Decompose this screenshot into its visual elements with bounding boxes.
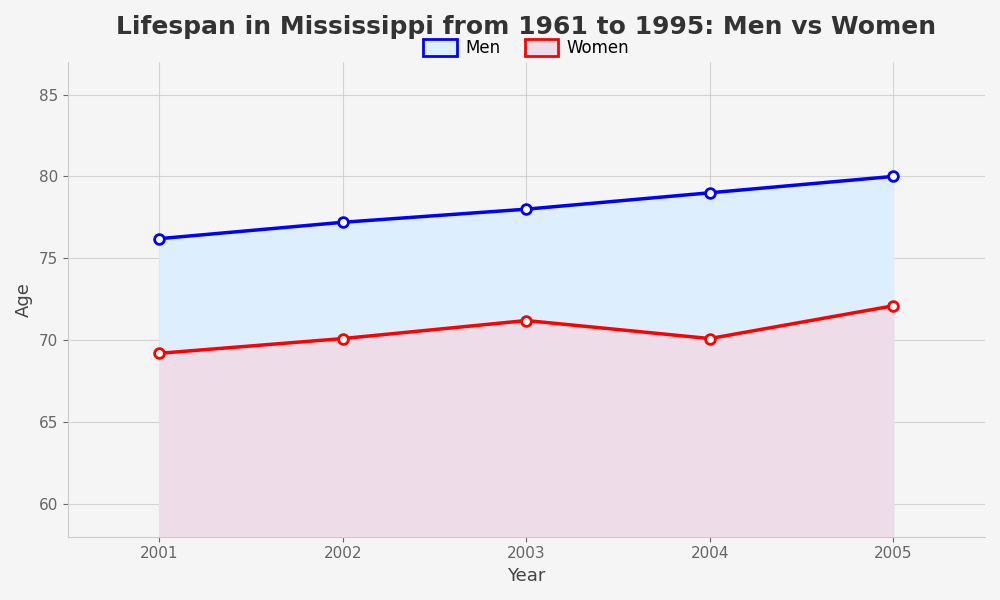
Title: Lifespan in Mississippi from 1961 to 1995: Men vs Women: Lifespan in Mississippi from 1961 to 199…: [116, 15, 936, 39]
Y-axis label: Age: Age: [15, 282, 33, 317]
X-axis label: Year: Year: [507, 567, 546, 585]
Legend: Men, Women: Men, Women: [417, 32, 636, 64]
